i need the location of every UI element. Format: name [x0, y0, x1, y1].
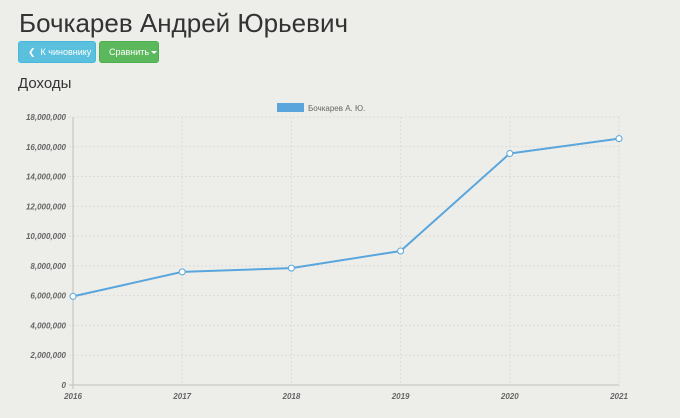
x-tick-label: 2017 [172, 392, 191, 401]
compare-button-label: Сравнить [109, 47, 150, 57]
y-tick-label: 12,000,000 [26, 202, 67, 211]
x-tick-label: 2016 [63, 392, 82, 401]
data-point [397, 247, 405, 255]
caret-down-icon [151, 50, 158, 54]
x-tick-label: 2018 [282, 392, 301, 401]
x-tick-label: 2020 [500, 392, 519, 401]
y-tick-label: 0 [62, 381, 67, 390]
page-title: Бочкарев Андрей Юрьевич [19, 8, 349, 38]
data-point [178, 268, 186, 276]
back-to-official-button[interactable]: ❮ К чиновнику [18, 41, 96, 63]
series-line [72, 137, 620, 298]
x-tick-label: 2019 [391, 392, 410, 401]
legend-entry: Бочкарев А. Ю. [308, 104, 365, 113]
y-tick-label: 16,000,000 [26, 143, 67, 152]
y-tick-label: 8,000,000 [30, 262, 66, 271]
data-point [506, 149, 514, 157]
x-tick-label: 2021 [609, 392, 628, 401]
compare-dropdown-button[interactable]: Сравнить [99, 41, 159, 63]
y-tick-label: 10,000,000 [26, 232, 67, 241]
y-tick-label: 2,000,000 [29, 351, 66, 360]
y-tick-label: 6,000,000 [30, 292, 66, 301]
data-point [69, 292, 77, 300]
legend-swatch [277, 103, 304, 112]
chevron-left-icon: ❮ [28, 46, 36, 57]
data-point [615, 135, 623, 143]
y-tick-label: 18,000,000 [26, 113, 67, 122]
back-button-label: К чиновнику [40, 47, 92, 57]
section-title-income: Доходы [18, 75, 72, 92]
y-tick-label: 4,000,000 [29, 321, 66, 330]
income-chart: 0 2,000,000 4,000,000 6,000,000 8,000,000 10,… [0, 98, 680, 416]
data-point [287, 264, 295, 272]
income-line-chart: 0 2,000,000 4,000,000 6,000,000 8,000,000 10,… [26, 103, 628, 401]
y-tick-label: 14,000,000 [26, 173, 67, 182]
